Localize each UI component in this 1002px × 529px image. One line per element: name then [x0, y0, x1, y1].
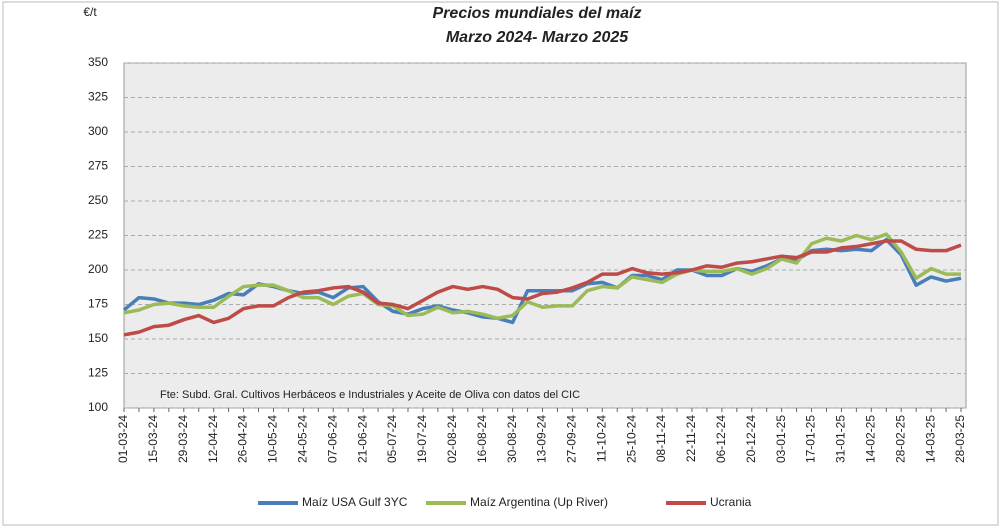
- x-tick-label: 12-04-24: [206, 415, 220, 463]
- x-tick-label: 02-08-24: [445, 415, 459, 463]
- x-tick-label: 07-06-24: [325, 415, 339, 463]
- y-tick-label: 225: [88, 228, 108, 242]
- x-tick-label: 25-10-24: [624, 415, 638, 463]
- x-tick-label: 19-07-24: [415, 415, 429, 463]
- legend-label: Maíz USA Gulf 3YC: [302, 495, 408, 509]
- x-tick-label: 14-02-25: [863, 415, 877, 463]
- x-tick-label: 20-12-24: [744, 415, 758, 463]
- x-tick-label: 22-11-24: [684, 415, 698, 462]
- x-tick-label: 17-01-25: [804, 415, 818, 463]
- x-tick-label: 26-04-24: [236, 415, 250, 463]
- x-tick-label: 05-07-24: [385, 415, 399, 463]
- annotation: Fte: Subd. Gral. Cultivos Herbáceos e In…: [160, 389, 580, 401]
- y-tick-label: 100: [88, 400, 108, 414]
- x-tick-label: 30-08-24: [505, 415, 519, 463]
- legend-label: Ucrania: [710, 495, 752, 509]
- chart-subtitle: Marzo 2024- Marzo 2025: [446, 29, 629, 46]
- y-tick-label: 175: [88, 297, 108, 311]
- y-tick-label: 125: [88, 366, 108, 380]
- x-tick-label: 10-05-24: [266, 415, 280, 463]
- y-tick-label: 250: [88, 193, 108, 207]
- series-line: [123, 232, 961, 321]
- x-tick-label: 01-03-24: [116, 415, 130, 463]
- y-tick-label: 350: [88, 55, 108, 69]
- x-tick-label: 27-09-24: [565, 415, 579, 463]
- y-tick-label: 325: [88, 90, 108, 104]
- x-tick-label: 13-09-24: [535, 415, 549, 463]
- x-tick-label: 15-03-24: [146, 415, 160, 463]
- x-tick-label: 16-08-24: [475, 415, 489, 463]
- x-tick-label: 24-05-24: [296, 415, 310, 463]
- y-tick-label: 300: [88, 124, 108, 138]
- x-tick-label: 31-01-25: [834, 415, 848, 463]
- legend-label: Maíz Argentina (Up River): [470, 495, 608, 509]
- y-axis-label: €/t: [83, 5, 97, 19]
- x-tick-label: 28-03-25: [953, 415, 967, 463]
- series-line: [123, 239, 962, 337]
- chart-title: Precios mundiales del maíz: [433, 5, 642, 22]
- x-tick-label: 06-12-24: [714, 415, 728, 463]
- x-tick-label: 14-03-25: [923, 415, 937, 463]
- x-tick-label: 03-01-25: [774, 415, 788, 463]
- x-tick-label: 29-03-24: [176, 415, 190, 463]
- x-tick-label: 08-11-24: [654, 415, 668, 462]
- y-tick-label: 150: [88, 331, 108, 345]
- x-tick-label: 11-10-24: [594, 415, 608, 462]
- x-tick-label: 21-06-24: [355, 415, 369, 463]
- x-tick-label: 28-02-25: [893, 415, 907, 463]
- y-tick-label: 200: [88, 262, 108, 276]
- y-tick-label: 275: [88, 159, 108, 173]
